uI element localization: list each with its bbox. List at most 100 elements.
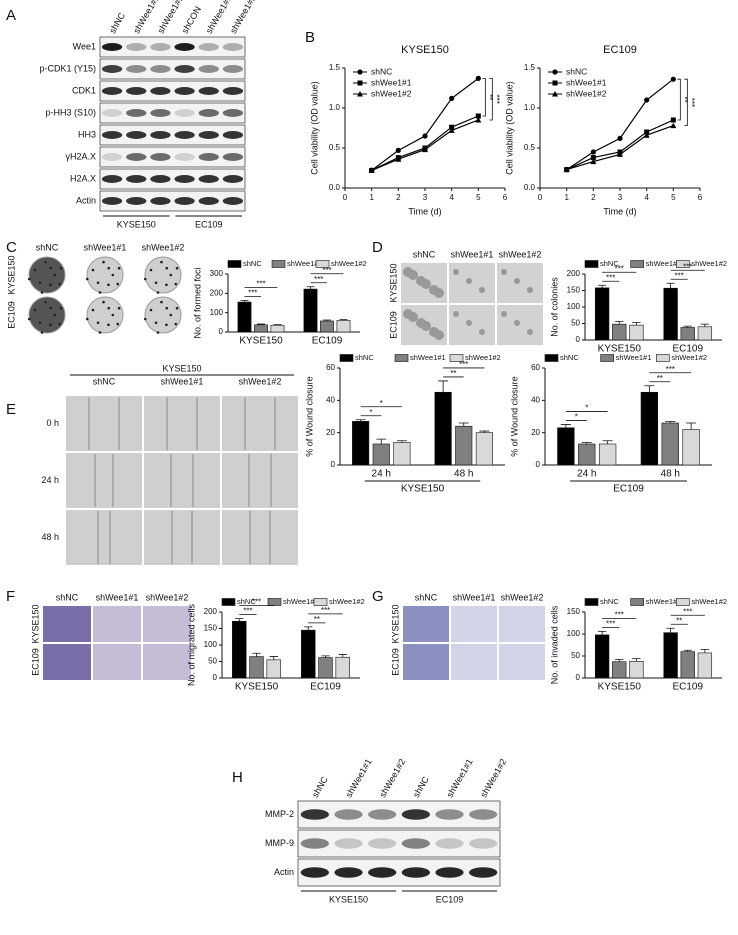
bar (352, 421, 370, 466)
micrograph (499, 606, 545, 642)
point (422, 133, 428, 139)
legend-label: shWee1#2 (566, 88, 607, 98)
micrograph (93, 644, 141, 680)
legend-label: shWee1#1 (410, 353, 446, 362)
legend-swatch (271, 260, 286, 268)
colony (434, 330, 444, 340)
row-label: Actin (76, 195, 96, 205)
error-bar (632, 322, 641, 326)
x-tick-label: EC109 (672, 682, 703, 693)
x-axis-label: Time (d) (603, 206, 636, 216)
colony (501, 269, 507, 275)
blot-strip (297, 858, 501, 887)
band (222, 43, 244, 51)
band (334, 838, 363, 849)
band (126, 197, 147, 205)
panel-letter: C (6, 239, 17, 256)
error-bar (581, 441, 592, 444)
x-tick-label: 48 h (661, 469, 680, 480)
y-axis-label: % of Wound closure (304, 376, 314, 456)
row-label: 48 h (41, 532, 59, 542)
significance-label: *** (492, 95, 501, 104)
band (222, 131, 244, 139)
colony (165, 283, 168, 287)
colony (40, 331, 44, 334)
micrograph (222, 396, 298, 451)
colony (169, 273, 173, 277)
colony (466, 278, 472, 284)
significance-label: ** (676, 616, 682, 625)
bar (629, 324, 644, 341)
colony (149, 308, 153, 312)
band (401, 838, 430, 849)
y-tick-label: 100 (567, 302, 581, 311)
error-bar (323, 319, 331, 321)
x-tick-label: 3 (618, 193, 623, 202)
legend-label: shWee1#2 (691, 259, 727, 268)
lane-label: shNC (310, 774, 330, 799)
significance-bracket (489, 78, 493, 121)
error-bar (438, 380, 449, 393)
error-bar (479, 430, 490, 433)
significance-label: *** (252, 598, 261, 607)
row-label: Wee1 (73, 41, 96, 51)
point (590, 155, 596, 161)
error-bar (615, 659, 624, 662)
column-label: shWee1#2 (499, 249, 542, 259)
chart-title: EC109 (603, 44, 637, 56)
band (435, 867, 464, 878)
micrograph (449, 305, 495, 345)
y-tick-label: 100 (210, 308, 224, 317)
error-bar (666, 627, 675, 633)
legend-swatch (313, 598, 328, 606)
error-bar (240, 300, 249, 303)
legend-swatch (315, 260, 330, 268)
legend-swatch (656, 354, 670, 362)
colony (160, 260, 163, 264)
x-tick-label: EC109 (312, 336, 343, 347)
colony (44, 260, 47, 264)
colony-plate (28, 296, 66, 334)
colony-plate (144, 296, 182, 334)
legend-label: shNC (600, 259, 619, 268)
significance-label: * (575, 413, 578, 422)
x-tick-label: 24 h (577, 469, 596, 480)
significance-label: *** (606, 273, 615, 282)
x-tick-label: 2 (396, 193, 401, 202)
colony (44, 300, 47, 304)
band (368, 867, 397, 878)
bar (661, 422, 679, 466)
band (174, 197, 195, 205)
colony (174, 282, 178, 286)
micrograph (497, 263, 543, 303)
y-tick-label: 0 (576, 673, 581, 682)
point (670, 122, 677, 129)
band (126, 87, 147, 95)
point (368, 167, 375, 173)
point (563, 166, 570, 173)
significance-label: *** (615, 264, 624, 273)
colony (53, 273, 57, 277)
point (449, 124, 455, 130)
colony (98, 291, 102, 294)
panel-letter: A (6, 7, 16, 24)
lane-label: shWee1#2 (377, 757, 407, 799)
y-tick-label: 1.5 (524, 63, 536, 72)
row-label: EC109 (30, 648, 40, 676)
bar (680, 327, 695, 341)
point (475, 113, 481, 119)
legend-label: shNC (566, 66, 587, 76)
blot-strip (99, 80, 246, 102)
micrograph (66, 510, 142, 565)
bar (663, 632, 678, 679)
point (357, 80, 363, 86)
legend-label: shWee1#2 (329, 597, 365, 606)
y-axis-label: No. of formed foci (192, 267, 202, 338)
colony (96, 321, 100, 325)
colony (453, 311, 459, 317)
point (475, 75, 481, 81)
band (435, 809, 464, 820)
y-tick-label: 60 (326, 363, 335, 372)
significance-bracket (677, 78, 681, 121)
